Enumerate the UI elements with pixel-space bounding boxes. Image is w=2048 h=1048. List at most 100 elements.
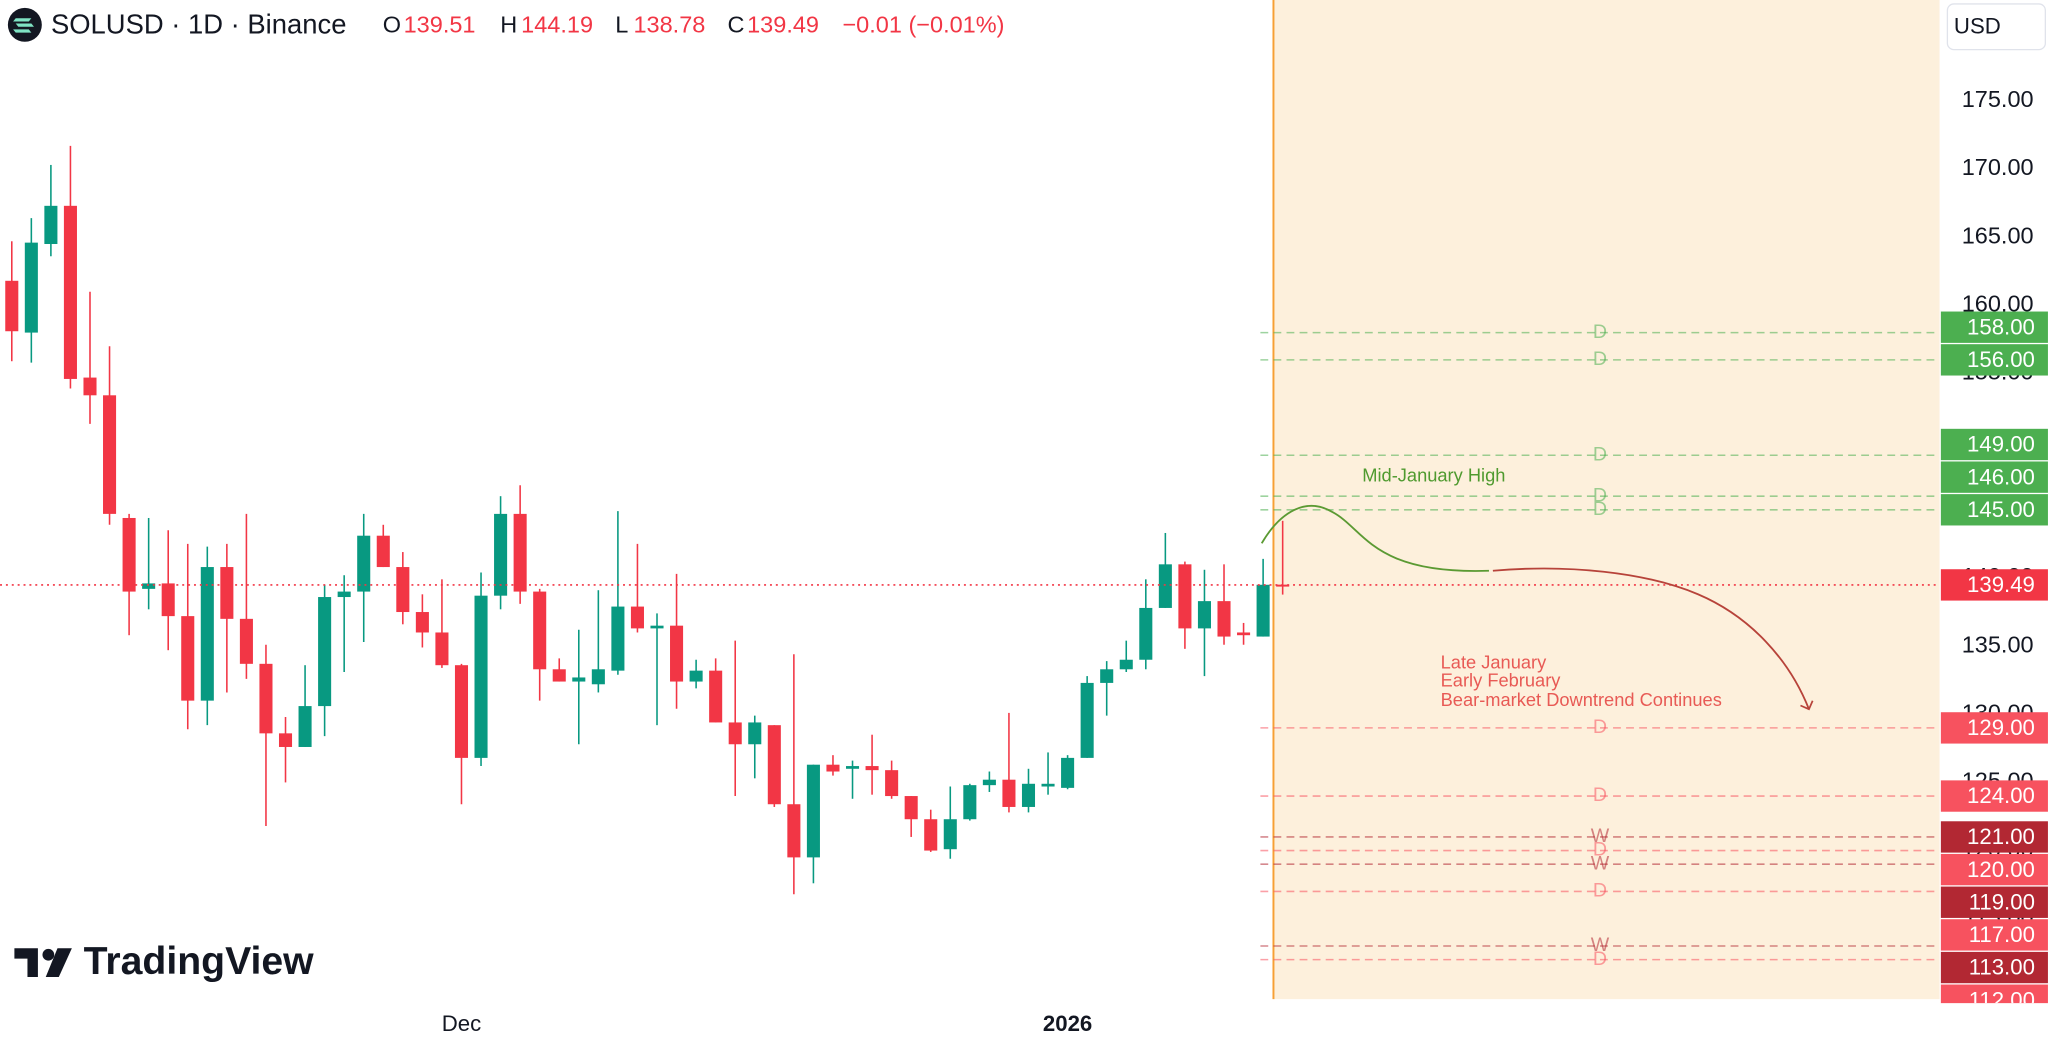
level-tag: W	[1591, 852, 1610, 874]
candle-body	[1178, 564, 1192, 629]
candle-body	[298, 706, 312, 747]
level-price-label: 158.00	[1967, 314, 2035, 339]
candle-body	[885, 770, 899, 797]
candle-body	[337, 591, 351, 598]
scenario-curve-down	[1492, 567, 1814, 711]
level-price-label-bg	[1940, 853, 2048, 886]
candle-body	[826, 764, 840, 772]
candle-body	[1061, 757, 1075, 788]
watermark-logo	[14, 948, 38, 977]
level-price-label: 156.00	[1967, 347, 2035, 372]
candle-body	[630, 606, 644, 629]
watermark-logo	[45, 948, 72, 977]
level-price-label-bg	[1940, 428, 2048, 461]
y-tick-label: 135.00	[1962, 631, 2034, 657]
candle-body	[650, 625, 664, 629]
candle-body	[220, 567, 234, 619]
candle-body	[924, 819, 938, 851]
candle-body	[396, 567, 410, 613]
y-tick-label: 170.00	[1962, 154, 2034, 180]
annotation: Late January	[1441, 651, 1547, 672]
ohlc-letter: L	[615, 11, 628, 37]
candle-body	[239, 618, 253, 664]
last-price-label-bg	[1940, 569, 2048, 601]
candle-body	[1041, 783, 1055, 787]
level-tag: D	[1593, 348, 1607, 370]
candle-body	[1158, 564, 1172, 608]
candle-body	[24, 242, 38, 333]
candle-body	[1002, 779, 1016, 807]
candle-body	[318, 597, 332, 707]
watermark-text: TradingView	[84, 940, 315, 983]
level-tag: D	[1593, 948, 1607, 970]
level-price-label: 129.00	[1967, 715, 2035, 740]
scenario-curve-high	[1260, 505, 1489, 572]
candle-body	[1021, 783, 1036, 807]
ohlc-letter: H	[500, 11, 517, 37]
candle-body	[748, 722, 762, 745]
annotation: Mid-January High	[1362, 465, 1505, 486]
level-price-label: 146.00	[1967, 464, 2035, 489]
change: −0.01 (−0.01%)	[842, 11, 1004, 37]
candle-body	[435, 632, 449, 666]
level-price-label-bg	[1940, 886, 2048, 918]
candle-body	[943, 819, 957, 850]
candle-body	[552, 669, 566, 682]
candle-body	[787, 804, 801, 858]
level-price-label-bg	[1940, 494, 2048, 526]
candle-body	[611, 606, 625, 671]
level-price-label-bg	[1940, 344, 2048, 376]
candle-body	[533, 591, 547, 670]
candle-body	[1197, 601, 1211, 629]
candle-body	[591, 669, 605, 685]
symbol: SOLUSD · 1D · Binance	[51, 8, 347, 39]
header: SOLUSD · 1D · Binance O 139.51 H 144.19 …	[7, 7, 1004, 42]
candle-body	[63, 205, 77, 379]
level-price-label: 112.00	[1969, 987, 2035, 1012]
level-price-label-bg	[1940, 461, 2048, 493]
level-tag: D	[1593, 784, 1607, 806]
candle-body	[1080, 682, 1094, 758]
candle-body	[278, 733, 293, 747]
price-labels: 145.00 146.00 149.00 156.00 158.00 129.00 124.…	[1940, 311, 2048, 1012]
candle-body	[142, 583, 156, 589]
level-price-label-bg	[1940, 951, 2048, 984]
high-value: 144.19	[521, 11, 593, 37]
level-price-label: 119.00	[1969, 889, 2035, 914]
level-tag: W	[1591, 825, 1610, 847]
candle-body	[357, 535, 371, 592]
level-tag: D	[1593, 498, 1607, 520]
candle-body	[1119, 659, 1133, 670]
candle-body	[728, 722, 742, 745]
forecast-zone	[1273, 0, 1940, 1000]
candle-body	[83, 377, 97, 396]
level-price-label: 120.00	[1967, 857, 2035, 882]
level-price-label-bg	[1940, 780, 2048, 812]
candle-body	[1237, 632, 1251, 636]
last-price-label: 139.49	[1967, 572, 2035, 597]
level-price-label: 149.00	[1967, 432, 2035, 457]
candle-body	[767, 725, 781, 805]
symbol-logo-mark	[13, 18, 34, 33]
candle-body	[44, 205, 58, 244]
watermark: TradingView	[14, 940, 314, 983]
level-price-label-bg	[1940, 712, 2048, 744]
level-tag: D	[1593, 716, 1607, 738]
candle-body	[200, 567, 214, 701]
y-tick-label: 165.00	[1962, 222, 2034, 248]
level-tag: W	[1591, 934, 1610, 956]
candle-body	[982, 779, 996, 786]
candle-body	[845, 766, 860, 769]
candle-body	[376, 535, 390, 568]
ohlc-letter: C	[728, 11, 745, 37]
currency[interactable]: USD	[1954, 13, 2001, 38]
open-value: 139.51	[404, 11, 476, 37]
candle-body	[474, 595, 488, 758]
annotation: Bear-market Downtrend Continues	[1441, 689, 1722, 710]
currency-button[interactable]	[1946, 3, 2047, 51]
level-price-label: 121.00	[1967, 824, 2035, 849]
level-tag: D	[1593, 839, 1607, 861]
candles	[0, 145, 1940, 895]
